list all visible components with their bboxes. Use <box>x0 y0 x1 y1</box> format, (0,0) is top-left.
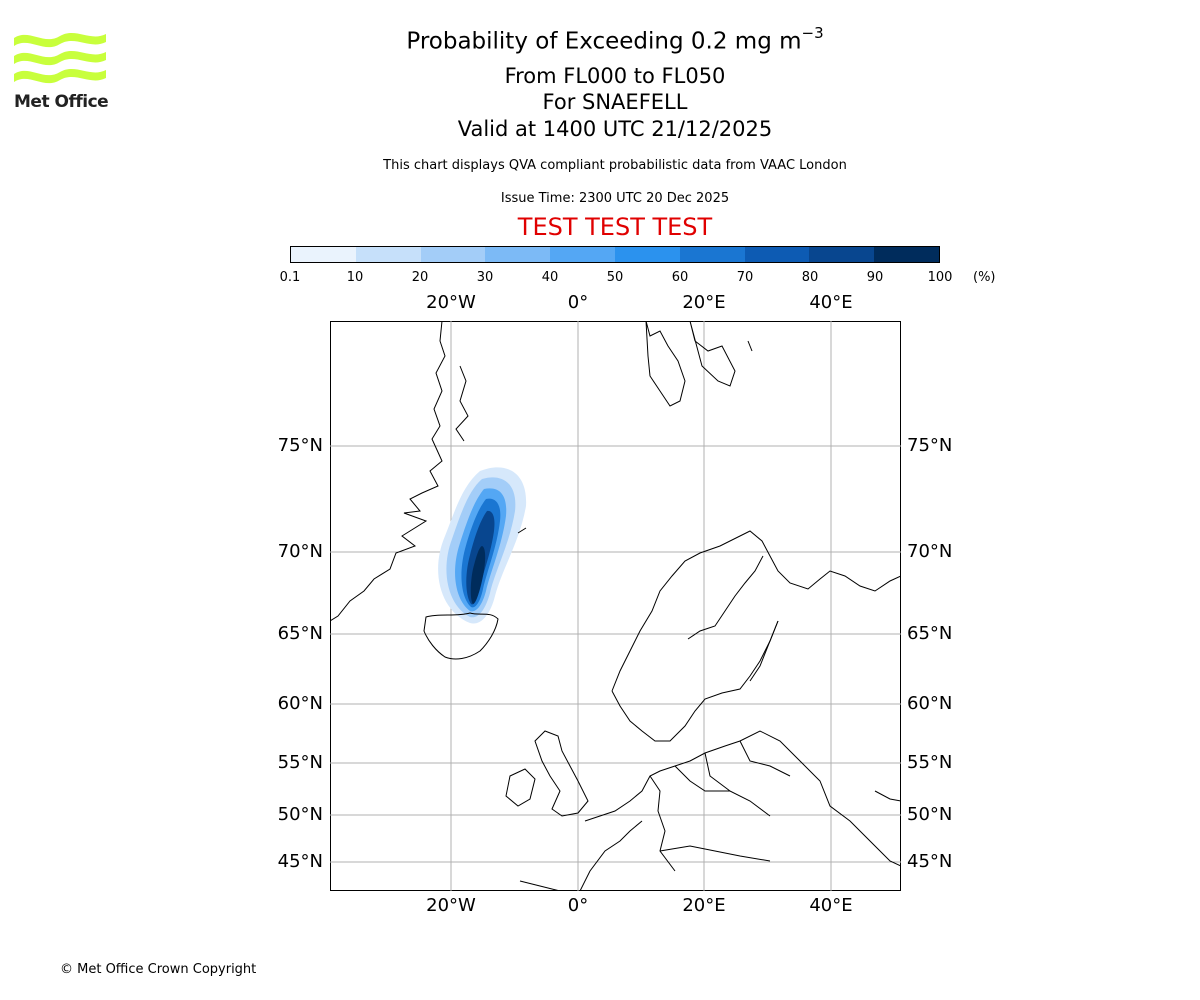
axis-label: 70°N <box>277 541 323 562</box>
axis-label: 40°E <box>809 895 853 916</box>
colorbar-tick-label: 50 <box>606 270 624 285</box>
axis-label: 20°W <box>426 292 476 313</box>
axis-label: 65°N <box>277 623 323 644</box>
axis-label: 50°N <box>277 804 323 825</box>
axis-label: 60°N <box>277 693 323 714</box>
colorbar-tick-label: 40 <box>541 270 559 285</box>
colorbar-swatch <box>355 247 421 262</box>
colorbar-swatch <box>874 247 939 262</box>
colorbar-tick-label: 60 <box>671 270 689 285</box>
axis-label: 75°N <box>907 435 953 456</box>
test-banner: TEST TEST TEST <box>517 213 713 241</box>
colorbar-tick-label: 70 <box>736 270 754 285</box>
axis-label: 20°W <box>426 895 476 916</box>
chart-description: This chart displays QVA compliant probab… <box>383 158 847 173</box>
colorbar-unit: (%) <box>973 270 996 285</box>
colorbar-tick-label: 90 <box>866 270 884 285</box>
chart-title: Probability of Exceeding 0.2 mg m−3 <box>406 24 824 55</box>
axis-label: 0° <box>567 292 589 313</box>
met-office-logo-icon <box>14 33 106 84</box>
map-panel <box>330 321 901 891</box>
logo-text: Met Office <box>14 92 109 112</box>
axis-label: 55°N <box>277 752 323 773</box>
colorbar-swatch <box>485 247 551 262</box>
axis-label: 60°N <box>907 693 953 714</box>
colorbar-tick-label: 10 <box>346 270 364 285</box>
colorbar-swatch <box>291 247 356 262</box>
copyright: © Met Office Crown Copyright <box>60 962 257 977</box>
axis-label: 50°N <box>907 804 953 825</box>
colorbar-tick-label: 100 <box>927 270 953 285</box>
ash-probability-plume <box>438 467 527 624</box>
issue-time: Issue Time: 2300 UTC 20 Dec 2025 <box>500 191 730 206</box>
axis-label: 45°N <box>907 851 953 872</box>
axis-label: 20°E <box>682 895 726 916</box>
coastlines <box>330 321 901 891</box>
colorbar-swatch <box>809 247 875 262</box>
flight-level-range: From FL000 to FL050 <box>504 64 726 88</box>
colorbar-swatch <box>614 247 680 262</box>
valid-time: Valid at 1400 UTC 21/12/2025 <box>457 117 773 141</box>
colorbar-swatch <box>679 247 745 262</box>
axis-label: 70°N <box>907 541 953 562</box>
colorbar <box>290 246 940 263</box>
axis-label: 20°E <box>682 292 726 313</box>
colorbar-swatch <box>420 247 486 262</box>
colorbar-swatch <box>744 247 810 262</box>
colorbar-tick-label: 0.1 <box>279 270 301 285</box>
axis-label: 0° <box>567 895 589 916</box>
axis-label: 75°N <box>277 435 323 456</box>
colorbar-tick-label: 20 <box>411 270 429 285</box>
axis-label: 55°N <box>907 752 953 773</box>
graticule <box>330 321 901 891</box>
axis-label: 40°E <box>809 292 853 313</box>
colorbar-swatch <box>550 247 615 262</box>
volcano-name: For SNAEFELL <box>542 90 688 114</box>
colorbar-tick-label: 80 <box>801 270 819 285</box>
axis-label: 45°N <box>277 851 323 872</box>
axis-label: 65°N <box>907 623 953 644</box>
colorbar-tick-label: 30 <box>476 270 494 285</box>
